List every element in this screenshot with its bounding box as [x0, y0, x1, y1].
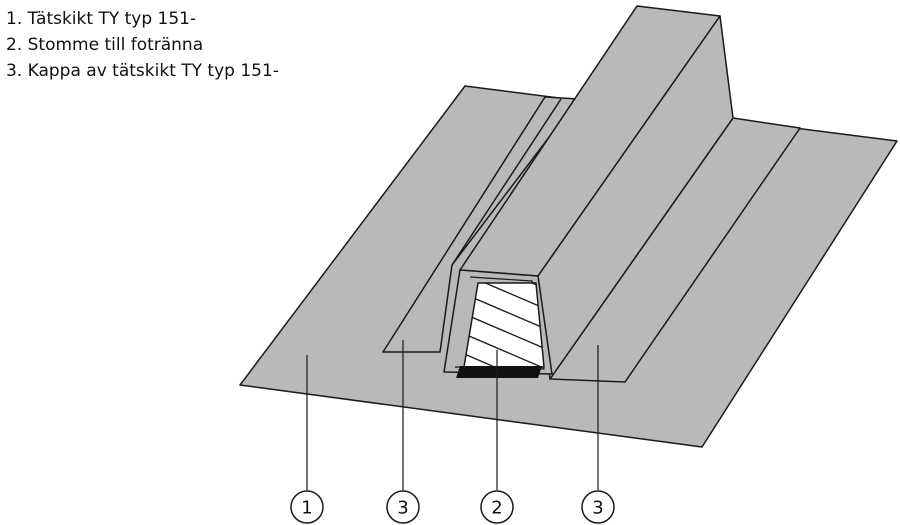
- core-base-strip: [456, 366, 542, 378]
- callout-label-1: 1: [301, 498, 312, 519]
- legend-item-2: 2. Stomme till fotränna: [6, 35, 204, 55]
- callout-label-2: 2: [491, 498, 502, 519]
- legend: 1. Tätskikt TY typ 151- 2. Stomme till f…: [6, 6, 279, 84]
- callout-circle-3-right: [581, 490, 615, 524]
- legend-item-1: 1. Tätskikt TY typ 151-: [6, 9, 197, 29]
- callout-circle-3-left: [386, 490, 420, 524]
- legend-item-3: 3. Kappa av tätskikt TY typ 151-: [6, 61, 279, 81]
- left-cap-strip: [382, 96, 579, 353]
- callout-label-3-right: 3: [592, 498, 603, 519]
- core-section: [463, 282, 545, 368]
- callout-label-3-left: 3: [397, 498, 408, 519]
- callout-circle-2: [480, 490, 514, 524]
- ridge-side-face: [537, 15, 734, 380]
- callout-circle-1: [290, 490, 324, 524]
